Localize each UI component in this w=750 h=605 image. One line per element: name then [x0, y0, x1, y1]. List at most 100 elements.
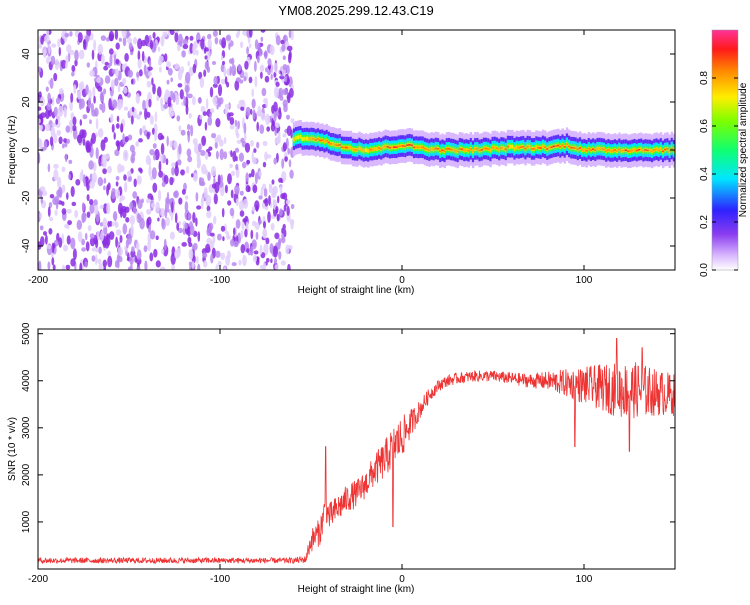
- noise-cell: [274, 257, 277, 265]
- signal-band-cell: [552, 145, 556, 148]
- noise-cell: [74, 210, 79, 218]
- noise-cell: [274, 264, 279, 270]
- noise-cell: [118, 37, 123, 42]
- signal-band-cell: [576, 148, 580, 151]
- signal-band-cell: [380, 147, 383, 150]
- colorbar-ticks: 0.0 0.2 0.4 0.6 0.8: [699, 71, 738, 277]
- signal-band-cell: [316, 138, 320, 140]
- noise-cell: [260, 30, 266, 33]
- noise-cell: [141, 198, 144, 204]
- noise-cell: [180, 129, 186, 136]
- noise-cell: [55, 118, 59, 125]
- noise-cell: [124, 136, 129, 143]
- noise-cell: [108, 98, 112, 110]
- noise-cell: [217, 84, 223, 97]
- noise-cell: [93, 95, 96, 104]
- noise-cell: [102, 168, 107, 175]
- signal-band-cell: [528, 146, 532, 148]
- noise-cell: [155, 260, 161, 268]
- noise-cell: [197, 157, 202, 168]
- signal-band-cell: [548, 147, 551, 149]
- signal-band-cell: [616, 150, 619, 152]
- noise-cell: [246, 46, 250, 55]
- noise-cell: [87, 224, 92, 232]
- noise-cell: [79, 262, 83, 270]
- noise-cell: [230, 170, 236, 176]
- noise-cell: [247, 186, 251, 192]
- noise-cell: [201, 164, 207, 175]
- signal-band-cell: [463, 149, 466, 152]
- noise-cell: [259, 124, 265, 134]
- noise-cell: [75, 179, 81, 186]
- noise-cell: [187, 212, 192, 221]
- noise-cell: [160, 35, 165, 47]
- noise-cell: [212, 30, 218, 37]
- signal-band-cell: [297, 136, 300, 139]
- signal-band-cell: [432, 148, 436, 151]
- noise-cell: [78, 98, 83, 110]
- noise-cell: [124, 53, 129, 62]
- noise-cell: [245, 172, 249, 183]
- noise-cell: [40, 96, 45, 107]
- noise-cell: [157, 86, 162, 98]
- signal-band-cell: [452, 148, 455, 151]
- signal-band-cell: [367, 150, 370, 152]
- signal-band-cell: [358, 147, 361, 150]
- colorbar-frame: [711, 29, 739, 271]
- noise-cell: [251, 168, 255, 178]
- noise-cell: [264, 151, 268, 161]
- noise-cell: [260, 111, 264, 117]
- noise-cell: [160, 135, 165, 140]
- noise-cell: [149, 230, 156, 240]
- noise-cell: [221, 207, 225, 218]
- noise-cell: [137, 213, 140, 220]
- noise-cell: [259, 64, 265, 72]
- noise-cell: [205, 169, 209, 176]
- signal-band-cell: [332, 143, 335, 145]
- noise-cell: [242, 161, 247, 169]
- noise-cell: [66, 44, 72, 53]
- noise-cell: [119, 99, 124, 109]
- noise-cell: [40, 35, 44, 45]
- noise-cell: [97, 258, 102, 264]
- noise-cell: [192, 43, 197, 56]
- noise-cell: [174, 212, 178, 224]
- noise-cell: [266, 154, 272, 159]
- signal-band-cell: [502, 147, 505, 150]
- noise-cell: [145, 198, 151, 204]
- noise-cell: [56, 129, 61, 136]
- noise-cell: [226, 112, 231, 121]
- noise-cell: [224, 184, 228, 194]
- noise-cell: [290, 30, 294, 41]
- signal-band-cell: [578, 147, 582, 149]
- noise-cell: [103, 185, 106, 191]
- signal-band-cell: [594, 149, 597, 151]
- noise-cell: [183, 95, 186, 106]
- signal-band-cell: [373, 148, 377, 150]
- noise-cell: [228, 102, 231, 110]
- noise-cell: [239, 79, 244, 84]
- noise-cell: [274, 86, 279, 98]
- signal-band-cell: [384, 145, 388, 148]
- noise-cell: [284, 156, 288, 162]
- noise-cell: [251, 88, 255, 98]
- noise-cell: [38, 118, 41, 124]
- spectrogram-x-tick-label: -100: [210, 275, 230, 286]
- signal-band-cell: [581, 149, 584, 152]
- noise-cell: [164, 53, 168, 62]
- noise-cell: [260, 36, 264, 42]
- noise-cell: [117, 202, 123, 215]
- noise-cell: [196, 256, 199, 264]
- noise-cell: [287, 147, 291, 155]
- signal-band-cell: [323, 140, 326, 143]
- spectrogram-y-tick-label: -20: [21, 190, 32, 205]
- noise-cell: [116, 254, 120, 265]
- noise-cell: [203, 260, 208, 268]
- noise-cell: [71, 201, 77, 207]
- noise-cell: [273, 62, 278, 73]
- noise-cell: [180, 169, 185, 176]
- noise-cell: [254, 75, 258, 88]
- noise-cell: [44, 34, 50, 44]
- noise-cell: [99, 204, 104, 210]
